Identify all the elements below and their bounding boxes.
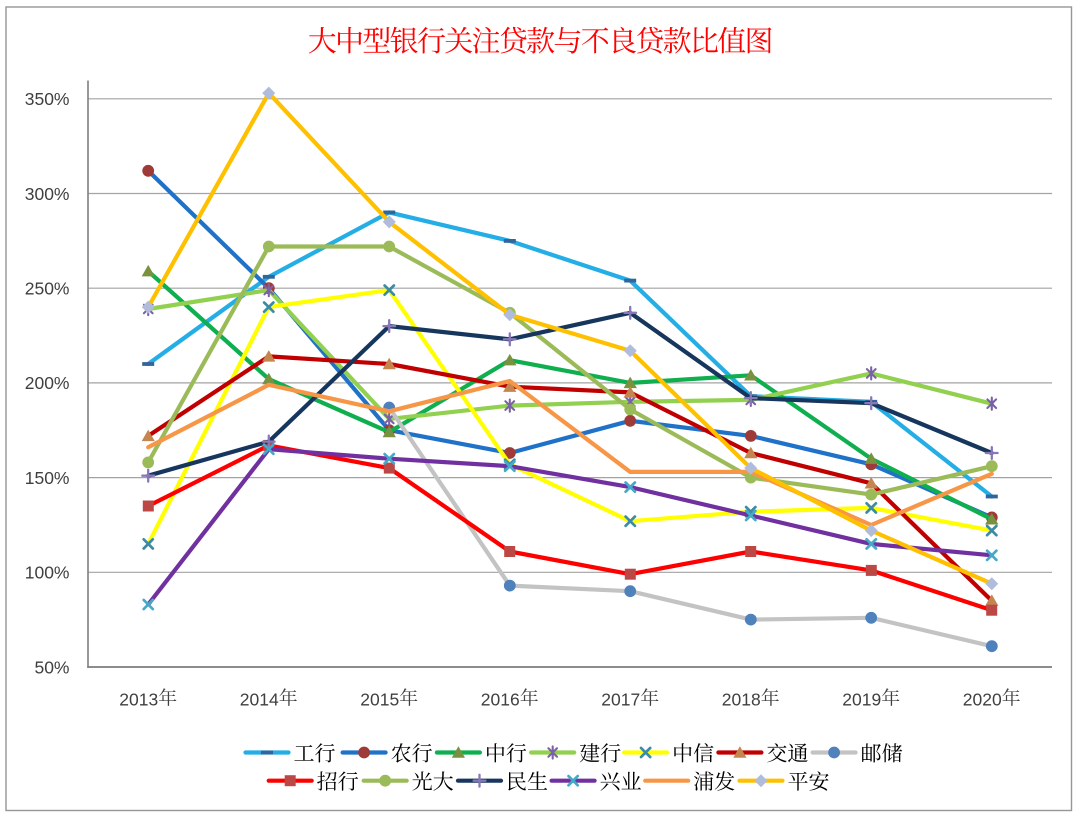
svg-text:350%: 350% <box>25 89 70 109</box>
svg-text:2013: 2013 <box>119 690 158 710</box>
svg-text:2014: 2014 <box>240 690 279 710</box>
svg-text:300%: 300% <box>25 184 70 204</box>
svg-text:2015: 2015 <box>360 690 399 710</box>
svg-text:2018: 2018 <box>722 690 761 710</box>
svg-text:250%: 250% <box>25 279 70 299</box>
svg-text:2020: 2020 <box>963 690 1002 710</box>
svg-text:200%: 200% <box>25 373 70 393</box>
svg-text:50%: 50% <box>34 657 69 677</box>
svg-text:2016: 2016 <box>481 690 520 710</box>
svg-text:2017: 2017 <box>601 690 640 710</box>
svg-text:150%: 150% <box>25 468 70 488</box>
svg-text:2019: 2019 <box>842 690 881 710</box>
svg-text:100%: 100% <box>25 563 70 583</box>
